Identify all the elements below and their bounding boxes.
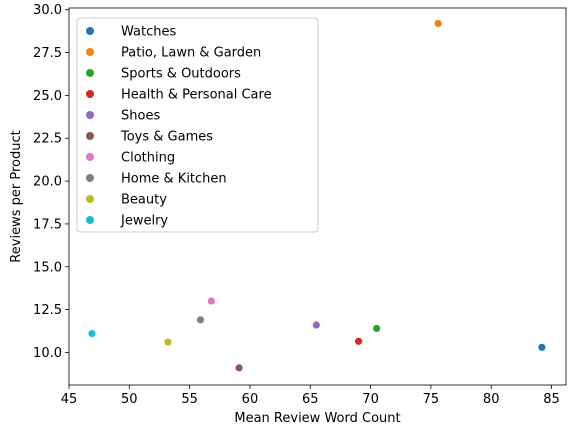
- legend-marker: [86, 216, 94, 224]
- legend-marker: [86, 174, 94, 182]
- y-tick-label: 25.0: [33, 89, 62, 104]
- legend-label: Home & Kitchen: [121, 172, 227, 187]
- y-tick-label: 22.5: [33, 132, 62, 147]
- legend-marker: [86, 111, 94, 119]
- y-axis: 10.0 12.5 15.0 17.5 20.0 22.5 25.0 27.5 30.0: [33, 3, 69, 361]
- plot-frame: [68, 7, 567, 386]
- legend: Watches Patio, Lawn & Garden Sports & Outd…: [76, 17, 319, 233]
- legend-marker: [86, 153, 94, 161]
- y-tick-label: 20.0: [33, 175, 62, 190]
- data-point: [312, 321, 320, 329]
- data-point: [373, 324, 381, 333]
- y-tick-label: 30.0: [33, 3, 62, 18]
- x-tick-label: 60: [242, 392, 259, 407]
- data-point: [354, 337, 363, 345]
- legend-marker: [86, 132, 94, 140]
- data-point: [434, 19, 442, 28]
- x-tick-label: 80: [483, 392, 500, 407]
- legend-label: Patio, Lawn & Garden: [121, 46, 261, 61]
- data-point: [235, 364, 243, 372]
- x-tick-label: 70: [362, 392, 379, 407]
- y-tick-label: 15.0: [33, 260, 62, 275]
- legend-marker: [86, 27, 94, 35]
- y-tick-label: 27.5: [33, 46, 62, 61]
- y-tick-label: 10.0: [33, 346, 62, 361]
- legend-marker: [86, 69, 94, 77]
- x-tick-label: 55: [181, 392, 198, 407]
- legend-label: Watches: [121, 25, 176, 40]
- legend-label: Sports & Outdoors: [121, 67, 241, 82]
- y-tick-label: 17.5: [33, 217, 62, 232]
- data-point: [207, 297, 215, 305]
- x-tick-label: 85: [543, 392, 560, 407]
- x-tick-label: 45: [61, 392, 78, 407]
- x-tick-label: 50: [121, 392, 138, 407]
- legend-label: Shoes: [121, 109, 160, 124]
- legend-label: Toys & Games: [120, 130, 213, 145]
- x-tick-label: 65: [302, 392, 319, 407]
- x-axis-label: Mean Review Word Count: [234, 411, 400, 426]
- data-point: [196, 316, 205, 324]
- y-axis-label: Reviews per Product: [9, 130, 24, 262]
- legend-marker: [86, 90, 94, 98]
- data-point: [538, 343, 546, 351]
- legend-label: Clothing: [121, 151, 175, 166]
- y-tick-label: 12.5: [33, 303, 62, 318]
- data-points: [88, 19, 546, 372]
- plot-area: [68, 7, 567, 386]
- x-tick-label: 75: [423, 392, 440, 407]
- legend-box: [76, 17, 319, 233]
- x-axis: 45 50 55 60 65 70 75 80 85: [61, 385, 560, 407]
- data-point: [164, 338, 172, 346]
- legend-label: Beauty: [121, 193, 167, 208]
- legend-marker: [86, 48, 94, 56]
- data-point: [88, 329, 96, 338]
- legend-label: Jewelry: [120, 214, 168, 229]
- legend-marker: [86, 195, 94, 203]
- legend-label: Health & Personal Care: [121, 88, 272, 103]
